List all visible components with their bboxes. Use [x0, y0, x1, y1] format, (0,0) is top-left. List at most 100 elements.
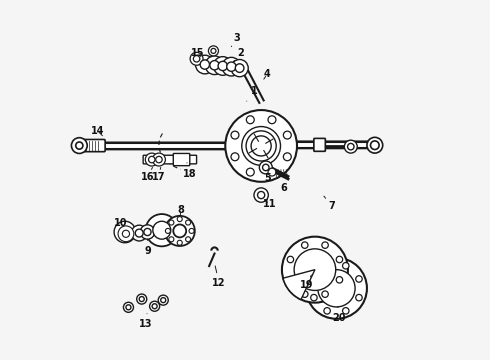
- Circle shape: [283, 153, 291, 161]
- Circle shape: [301, 291, 308, 297]
- Circle shape: [72, 138, 87, 153]
- Circle shape: [194, 55, 200, 62]
- Circle shape: [227, 62, 236, 71]
- Circle shape: [158, 295, 168, 305]
- Circle shape: [336, 256, 343, 263]
- Circle shape: [210, 60, 219, 70]
- Circle shape: [367, 137, 383, 153]
- FancyBboxPatch shape: [103, 142, 244, 149]
- Circle shape: [169, 220, 174, 225]
- Text: 20: 20: [332, 306, 346, 323]
- Circle shape: [146, 214, 178, 246]
- Circle shape: [324, 307, 330, 314]
- Circle shape: [251, 136, 271, 156]
- Circle shape: [301, 242, 308, 248]
- Circle shape: [123, 302, 133, 312]
- Circle shape: [186, 220, 191, 225]
- Circle shape: [268, 116, 276, 124]
- Circle shape: [306, 258, 367, 319]
- FancyBboxPatch shape: [173, 153, 190, 166]
- Text: 12: 12: [213, 266, 226, 288]
- Circle shape: [208, 46, 219, 56]
- Circle shape: [246, 168, 254, 176]
- Circle shape: [166, 228, 171, 233]
- Circle shape: [205, 56, 224, 75]
- Text: 6: 6: [280, 176, 287, 193]
- Text: 1: 1: [247, 86, 257, 101]
- Circle shape: [152, 153, 166, 166]
- Circle shape: [196, 55, 214, 74]
- Text: 5: 5: [264, 170, 271, 183]
- Circle shape: [343, 307, 349, 314]
- Text: 10: 10: [114, 218, 127, 228]
- Circle shape: [344, 140, 357, 153]
- Circle shape: [200, 60, 210, 69]
- Circle shape: [356, 276, 362, 282]
- Circle shape: [287, 256, 294, 263]
- Circle shape: [177, 217, 182, 222]
- Circle shape: [235, 64, 244, 72]
- Circle shape: [311, 276, 317, 282]
- FancyBboxPatch shape: [314, 138, 325, 151]
- Circle shape: [322, 291, 328, 297]
- Circle shape: [149, 301, 160, 311]
- Circle shape: [122, 230, 129, 237]
- Circle shape: [156, 156, 162, 163]
- Circle shape: [218, 61, 227, 71]
- Text: 7: 7: [324, 196, 335, 211]
- Circle shape: [324, 262, 330, 269]
- Circle shape: [347, 143, 354, 150]
- Circle shape: [118, 226, 134, 242]
- Text: 16: 16: [141, 167, 154, 182]
- Circle shape: [173, 225, 186, 237]
- Circle shape: [161, 298, 166, 303]
- Text: 11: 11: [263, 199, 276, 210]
- Circle shape: [318, 270, 355, 307]
- Circle shape: [258, 192, 265, 199]
- Text: 17: 17: [151, 167, 165, 182]
- Circle shape: [356, 294, 362, 301]
- Text: 4: 4: [264, 69, 270, 79]
- Wedge shape: [283, 270, 315, 300]
- Circle shape: [263, 164, 269, 171]
- Circle shape: [76, 142, 83, 149]
- Circle shape: [231, 131, 239, 139]
- FancyBboxPatch shape: [76, 139, 105, 152]
- Circle shape: [294, 249, 336, 291]
- Circle shape: [370, 141, 379, 149]
- Circle shape: [259, 161, 272, 174]
- Circle shape: [153, 221, 171, 239]
- FancyBboxPatch shape: [280, 141, 373, 148]
- Circle shape: [177, 240, 182, 245]
- Circle shape: [190, 52, 203, 65]
- Text: 9: 9: [144, 239, 151, 256]
- Circle shape: [211, 48, 216, 53]
- Circle shape: [114, 221, 136, 243]
- Circle shape: [214, 57, 232, 75]
- Text: 19: 19: [300, 275, 314, 290]
- Circle shape: [152, 304, 157, 309]
- Circle shape: [246, 116, 254, 124]
- Circle shape: [169, 237, 174, 242]
- Text: 18: 18: [183, 163, 196, 179]
- Text: 8: 8: [178, 206, 185, 216]
- Circle shape: [322, 242, 328, 248]
- Circle shape: [231, 153, 239, 161]
- Circle shape: [126, 305, 131, 310]
- Circle shape: [336, 276, 343, 283]
- Circle shape: [246, 131, 276, 161]
- Circle shape: [283, 131, 291, 139]
- Circle shape: [242, 127, 280, 165]
- Circle shape: [135, 229, 143, 237]
- Circle shape: [189, 228, 194, 233]
- Circle shape: [146, 153, 158, 166]
- Circle shape: [268, 168, 276, 176]
- Circle shape: [254, 188, 269, 202]
- Text: 14: 14: [91, 126, 104, 136]
- Circle shape: [343, 262, 349, 269]
- Circle shape: [282, 237, 348, 303]
- FancyBboxPatch shape: [143, 155, 196, 164]
- Circle shape: [140, 225, 155, 239]
- Circle shape: [120, 226, 130, 237]
- Circle shape: [139, 297, 144, 302]
